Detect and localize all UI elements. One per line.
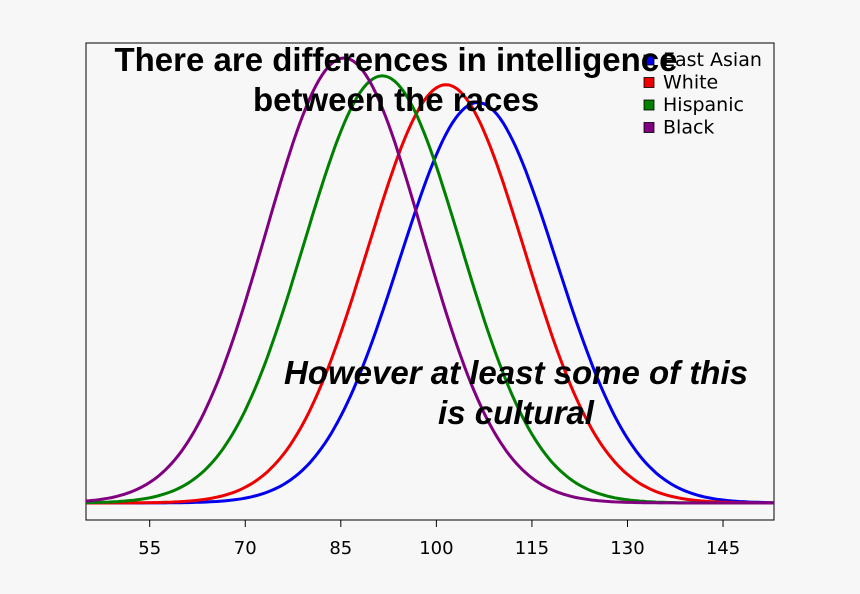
x-tick-label: 85 — [329, 538, 352, 559]
x-tick-label: 115 — [515, 538, 549, 559]
chart-title-line-1: There are differences in intelligence — [114, 41, 678, 78]
legend-label: Black — [663, 117, 714, 139]
legend-label: Hispanic — [663, 94, 744, 116]
x-tick-label: 70 — [234, 538, 257, 559]
chart-annotation: However at least some of this is cultura… — [262, 353, 770, 433]
x-tick-label: 130 — [610, 538, 644, 559]
chart-annotation-line-1: However at least some of this — [284, 354, 748, 391]
legend-label: White — [663, 72, 718, 94]
series-line-east-asian — [86, 100, 775, 505]
x-tick-label: 55 — [138, 538, 161, 559]
plot-frame — [85, 42, 775, 521]
legend-swatch — [643, 99, 655, 111]
x-tick-label: 100 — [419, 538, 453, 559]
legend-swatch — [643, 77, 655, 88]
chart-title-line-2: between the races — [252, 81, 540, 118]
series-line-white — [86, 83, 774, 505]
legend-swatch — [643, 122, 655, 133]
chart-annotation-line-2: is cultural — [438, 394, 594, 431]
legend-swatch — [643, 54, 655, 66]
x-tick-label: 145 — [706, 538, 740, 559]
series-line-black — [85, 56, 774, 505]
legend-label: East Asian — [663, 49, 762, 71]
chart-title: There are differences in intelligence be… — [86, 40, 706, 120]
